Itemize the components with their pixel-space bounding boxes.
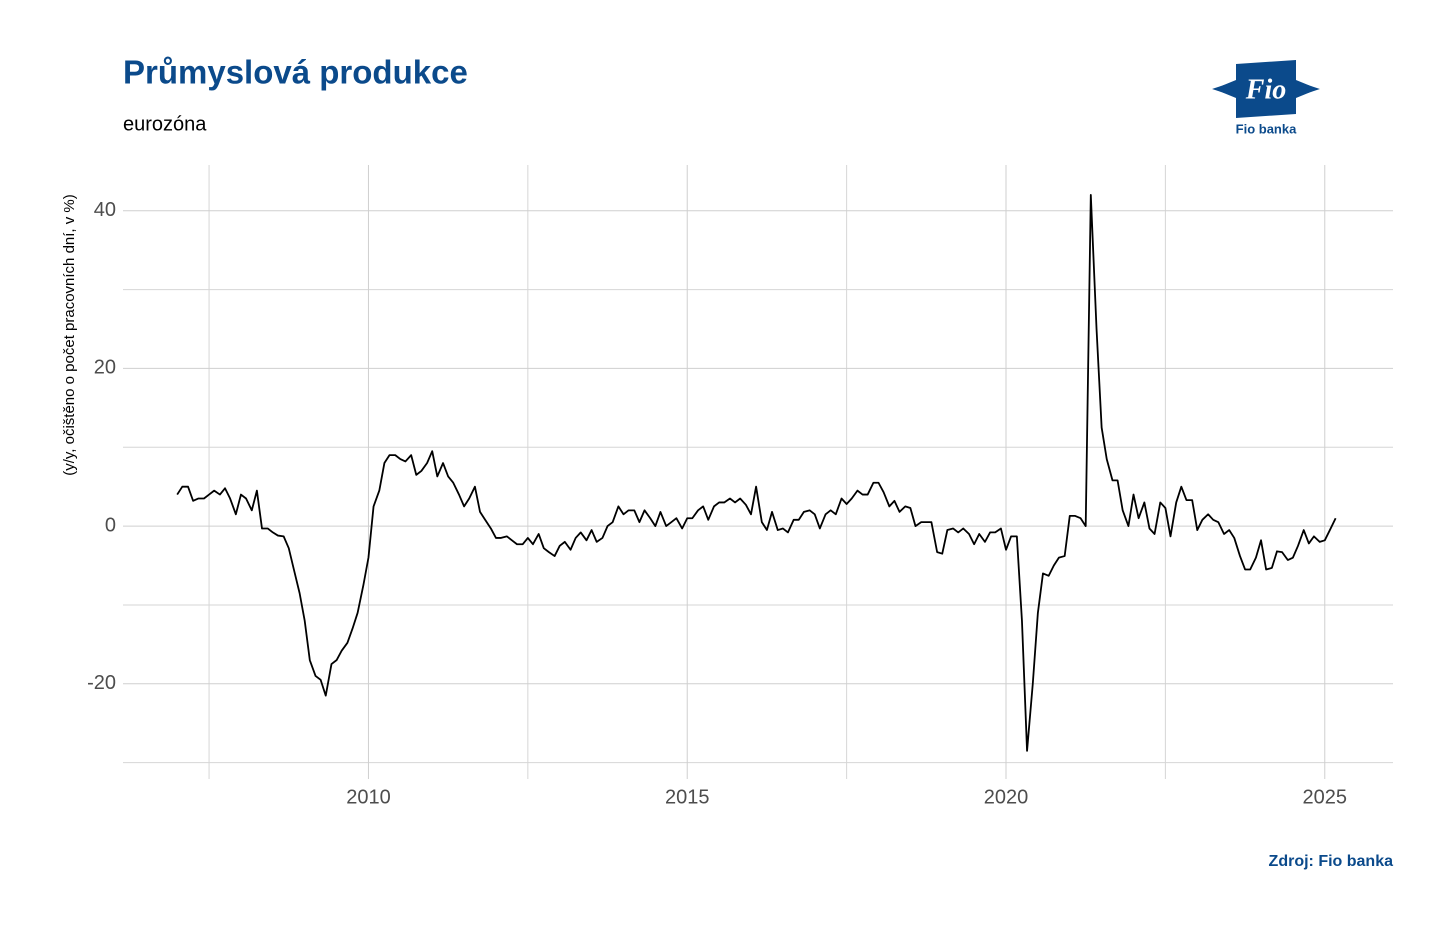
data-line [176,194,1337,752]
y-tick-label: 20 [94,357,116,379]
x-tick-label: 2015 [665,786,710,808]
chart-subtitle: eurozóna [123,113,207,135]
grid: -20 0 20 40 2010 2015 2020 2025 [87,165,1393,808]
y-axis-label: (y/y, očištěno o počet pracovních dní, v… [61,194,78,476]
logo-flag [1236,60,1296,118]
y-tick-label: -20 [87,672,116,694]
plot [176,194,1337,752]
x-tick-label: 2020 [984,786,1029,808]
logo: Fio Fio banka [1212,60,1320,136]
source: Zdroj: Fio banka [1269,853,1394,870]
logo-mark: Fio [1245,74,1286,105]
y-tick-label: 0 [105,514,116,536]
y-tick-label: 40 [94,199,116,221]
chart-title: Průmyslová produkce [123,54,468,91]
x-tick-label: 2025 [1303,786,1348,808]
logo-right [1296,80,1318,98]
x-tick-label: 2010 [346,786,391,808]
logo-name: Fio banka [1236,121,1297,136]
logo-left [1214,80,1236,98]
